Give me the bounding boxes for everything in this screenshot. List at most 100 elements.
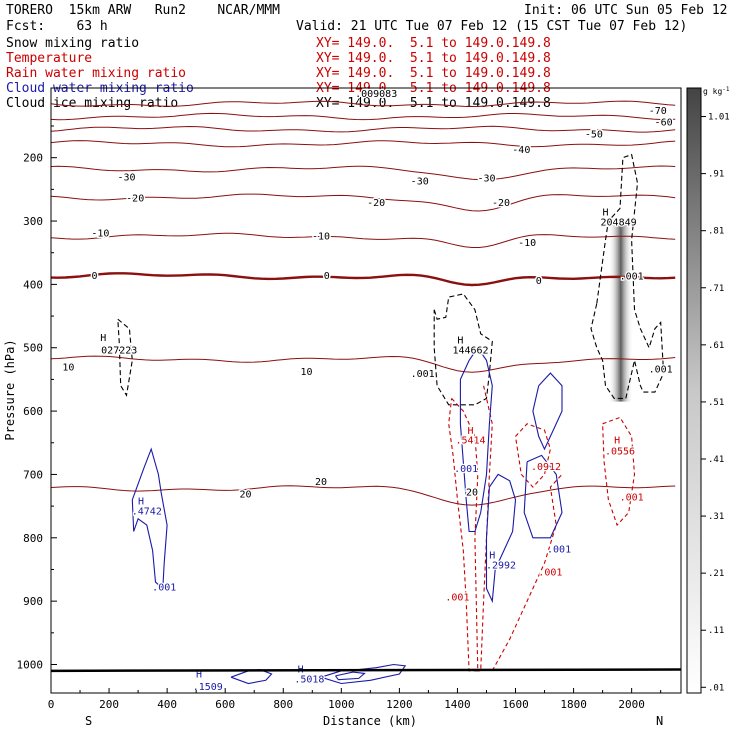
isotherm-label: 0 <box>324 271 330 282</box>
contour-label: .001 <box>649 365 673 376</box>
isotherm-line <box>50 232 676 248</box>
isotherm-label: 10 <box>300 367 312 378</box>
legend-name-rain: Rain water mixing ratio <box>6 66 187 81</box>
valid-time: Valid: 21 UTC Tue 07 Feb 12 (15 CST Tue … <box>296 19 688 34</box>
temperature-isotherms <box>50 100 676 506</box>
y-tick-label: 400 <box>23 278 43 291</box>
isotherm-label: -30 <box>411 176 429 187</box>
isotherm-label: -30 <box>477 173 495 184</box>
contour-line <box>459 346 493 533</box>
contour-label: .009083 <box>355 89 397 100</box>
ground-line <box>50 668 682 673</box>
isotherm-label: 20 <box>466 488 478 499</box>
y-tick-label: 700 <box>23 468 43 481</box>
isotherm-label: -20 <box>367 198 385 209</box>
x-tick-label: 0 <box>48 698 55 711</box>
contour-label: 027223 <box>101 346 137 357</box>
contour-label: .0912 <box>531 462 561 473</box>
y-tick-label: 200 <box>23 152 43 165</box>
isotherm-label: 0 <box>536 276 542 287</box>
isotherm-label: -10 <box>312 232 330 243</box>
plot-frame <box>50 87 682 694</box>
x-tick-label: 1600 <box>502 698 529 711</box>
contour-label: H <box>489 550 495 561</box>
contour-label: H <box>138 496 144 507</box>
x-tick-label: 1400 <box>444 698 471 711</box>
contour-line <box>474 385 493 672</box>
isotherm-label: 20 <box>315 477 327 488</box>
legend-name-temperature: Temperature <box>6 51 93 66</box>
isotherm-line <box>50 193 676 212</box>
y-tick-label: 300 <box>23 215 43 228</box>
contour-label: .4742 <box>132 507 162 518</box>
model-title: TORERO 15km ARW Run2 NCAR/MMM <box>6 3 280 18</box>
x-axis-label: Distance (km) <box>323 714 417 728</box>
x-tick-label: 600 <box>215 698 235 711</box>
isotherm-line <box>50 140 676 148</box>
x-tick-label: 400 <box>157 698 177 711</box>
colorbar-tick-label: .51 <box>708 398 724 408</box>
isotherm-label: -10 <box>518 238 536 249</box>
legend-name-cloud-ice: Cloud ice mixing ratio <box>6 96 179 111</box>
contour-line <box>532 372 563 451</box>
contour-label: 204849 <box>601 218 637 229</box>
colorbar: 1.01 .91 .81 .71 .61 .51 .41 .31 .21 .11 .01 g kg-… <box>686 86 730 694</box>
contour-label: .5018 <box>294 674 324 685</box>
cloud-ice-core <box>608 221 634 402</box>
contour-label: .2992 <box>486 560 516 571</box>
contour-label: H <box>196 669 202 680</box>
isotherm-label: 10 <box>62 363 74 374</box>
colorbar-tick-label: .21 <box>708 569 724 579</box>
contour-label: H <box>614 436 620 447</box>
y-axis-label: Pressure (hPa) <box>3 339 17 440</box>
contour-label: .001 <box>620 493 644 504</box>
isotherm-label: -40 <box>512 145 530 156</box>
forecast-hour: Fcst: 63 h <box>6 19 108 34</box>
contour-label: .001 <box>411 369 435 380</box>
contour-line <box>485 473 517 604</box>
contour-label: H <box>468 426 474 437</box>
legend-name-snow: Snow mixing ratio <box>6 36 140 51</box>
isotherm-label: -30 <box>117 173 135 184</box>
x-tick-label: 800 <box>273 698 293 711</box>
y-tick-label: 900 <box>23 595 43 608</box>
colorbar-tick-label: .91 <box>708 170 724 180</box>
contour-line <box>602 416 636 527</box>
colorbar-tick-label: .01 <box>708 683 724 693</box>
contour-labels: -70-60 -50 -40 -30 -30 -30 -20 -20 -20 -10 -10 -10 0… <box>61 88 674 694</box>
y-axis: 200 300 400 500 600 700 800 900 1000 <box>17 125 57 671</box>
contour-label: .1509 <box>193 682 223 693</box>
contour-label: 144662 <box>452 346 488 357</box>
contour-line <box>335 671 366 681</box>
isotherm-label: -20 <box>492 198 510 209</box>
isotherm-label: -60 <box>655 118 673 129</box>
south-label: S <box>85 714 92 728</box>
contour-line <box>491 474 563 672</box>
contour-line <box>131 447 168 590</box>
contour-line <box>523 454 563 539</box>
hydrometeor-contours <box>117 153 665 685</box>
isotherm-label: 20 <box>239 489 251 500</box>
init-time: Init: 06 UTC Sun 05 Feb 12 <box>524 3 728 18</box>
isotherm-label: -20 <box>126 194 144 205</box>
contour-label: .001 <box>454 464 478 475</box>
legend-coords-rain: XY= 149.0. 5.1 to 149.0.149.8 <box>316 66 551 81</box>
isotherm-label: -10 <box>91 228 109 239</box>
contour-label: .001 <box>547 545 571 556</box>
isotherm-label: -70 <box>649 106 667 117</box>
contour-line <box>514 423 551 488</box>
legend-coords-snow: XY= 149.0. 5.1 to 149.0.149.8 <box>316 36 551 51</box>
y-tick-label: 500 <box>23 342 43 355</box>
colorbar-unit: g kg-1 <box>703 86 730 96</box>
colorbar-ticks: 1.01 .91 .81 .71 .61 .51 .41 .31 .21 .11 .01 <box>701 113 730 693</box>
y-tick-label: 1000 <box>17 658 44 671</box>
contour-line <box>117 318 133 397</box>
x-tick-label: 1800 <box>560 698 587 711</box>
isotherm-line <box>50 355 676 373</box>
y-tick-label: 600 <box>23 405 43 418</box>
contour-label: H <box>457 336 463 347</box>
colorbar-tick-label: .81 <box>708 227 724 237</box>
x-tick-label: 1200 <box>386 698 413 711</box>
isotherm-line <box>50 112 676 121</box>
contour-label: .001 <box>538 567 562 578</box>
